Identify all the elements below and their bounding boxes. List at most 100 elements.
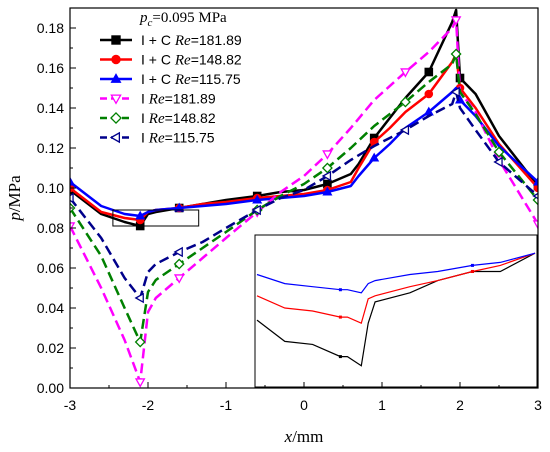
legend-item-4: I Re=148.82	[100, 110, 216, 127]
axis-layer: -3 -2 -1 0 1 2 3 0.00 0.02 0.04 0.06 0.08 0.10 0.12 0.…	[5, 7, 542, 446]
legend-label-name-5: I	[141, 130, 149, 146]
x-tick-label-6: 3	[534, 397, 542, 413]
x-axis-title-unit: /mm	[292, 427, 323, 446]
series-2-point-15	[369, 152, 380, 162]
series-5-point-18	[450, 86, 460, 98]
series-3-point-0	[70, 222, 76, 232]
legend-label-value-2: =115.75	[191, 71, 241, 87]
series-layer	[70, 8, 538, 388]
series-4-point-6	[173, 258, 185, 270]
legend-label-1: I + C Re=148.82	[141, 52, 242, 69]
legend-title-value: =0.095 MPa	[152, 10, 227, 26]
zoom-region-box	[112, 209, 200, 227]
series-3-point-15	[400, 68, 411, 78]
inset-frame	[254, 234, 538, 388]
y-axis-title-var: p	[5, 212, 24, 222]
series-5-point-0	[70, 192, 74, 204]
legend-title: pc=0.095 MPa	[139, 10, 227, 29]
inset-layer	[254, 234, 538, 388]
y-tick-label-0: 0.00	[37, 380, 64, 396]
series-4-point-15	[399, 96, 411, 108]
x-tick-label-2: -1	[220, 397, 233, 413]
legend-swatch-marker-1	[111, 54, 121, 65]
legend-label-value-1: =148.82	[191, 52, 242, 68]
series-5-point-3	[134, 292, 144, 304]
series-3-point-6	[173, 274, 185, 284]
y-tick-label-3: 0.06	[37, 260, 64, 276]
series-3-point-12	[322, 150, 333, 160]
series-5-point-22	[532, 192, 538, 200]
legend-label-0: I + C Re=181.89	[141, 32, 242, 49]
series-0-point-18	[424, 67, 434, 77]
legend-swatch-marker-0	[111, 35, 121, 45]
x-axis-title-var: x	[284, 427, 293, 446]
legend-item-3: I Re=181.89	[100, 91, 216, 108]
series-1-point-24	[533, 183, 538, 193]
y-tick-label-9: 0.18	[37, 20, 64, 36]
series-5-point-6	[173, 246, 183, 258]
series-2	[70, 86, 538, 220]
series-4-point-3	[134, 336, 146, 348]
x-tick-label-4: 1	[378, 397, 386, 413]
inset-series-1	[256, 252, 536, 325]
series-5-point-15	[399, 124, 410, 136]
legend-label-name-3: I	[141, 91, 149, 107]
legend-label-value-4: =148.82	[165, 110, 216, 126]
series-2-point-0	[70, 176, 76, 186]
y-tick-label-7: 0.14	[37, 100, 64, 116]
legend-label-value-0: =181.89	[191, 32, 242, 48]
inset-series-2	[256, 252, 536, 294]
legend-item-0: I + C Re=181.89	[100, 32, 242, 49]
legend-swatch-marker-2	[110, 73, 122, 83]
y-tick-label-6: 0.12	[37, 140, 64, 156]
y-tick-label-2: 0.04	[37, 300, 64, 316]
legend-label-name-4: I	[141, 110, 149, 126]
series-3-point-22	[532, 220, 538, 230]
x-tick-label-5: 2	[456, 397, 464, 413]
series-4-point-18	[450, 48, 462, 60]
legend-swatch-marker-5	[109, 131, 121, 144]
series-2-point-12	[322, 186, 333, 196]
legend-label-re-3: Re	[148, 92, 165, 108]
x-axis-title: x/mm	[284, 427, 324, 446]
series-2-point-24	[532, 176, 538, 186]
legend-label-name-0: I + C	[141, 32, 175, 48]
legend-label-name-2: I + C	[141, 71, 175, 87]
series-2-point-6	[174, 202, 185, 212]
series-4-point-12	[321, 162, 333, 174]
inset-point-2-10	[470, 263, 474, 267]
legend-label-3: I Re=181.89	[141, 91, 216, 108]
legend-title-var: p	[139, 10, 148, 26]
series-3-point-18	[450, 16, 462, 26]
legend-title-sub: c	[148, 17, 153, 29]
legend-label-4: I Re=148.82	[141, 110, 216, 127]
y-tick-label-8: 0.16	[37, 60, 64, 76]
inset-point-0-3	[338, 355, 342, 359]
series-5-point-12	[321, 170, 332, 182]
inset-point-1-3	[338, 315, 342, 319]
series-3-point-3	[134, 378, 146, 388]
series-5-point-9	[251, 204, 261, 216]
legend-item-5: I Re=115.75	[100, 130, 215, 147]
legend-item-1: I + C Re=148.82	[100, 52, 242, 69]
series-line-3	[70, 18, 538, 384]
legend-label-re-1: Re	[174, 53, 191, 69]
legend-label-re-5: Re	[148, 131, 165, 147]
x-tick-label-0: -3	[64, 397, 77, 413]
x-tick-label-3: 0	[300, 397, 308, 413]
legend-swatch-marker-4	[110, 112, 122, 124]
y-axis-title-unit: /MPa	[5, 175, 24, 212]
series-5-point-21	[493, 156, 503, 168]
legend-label-re-0: Re	[174, 33, 191, 49]
legend-label-re-4: Re	[148, 111, 165, 127]
series-1-point-18	[424, 89, 434, 99]
legend-label-2: I + C Re=115.75	[141, 71, 241, 88]
legend-label-re-2: Re	[174, 72, 191, 88]
legend-swatch-marker-3	[110, 94, 122, 105]
y-tick-label-1: 0.02	[37, 340, 64, 356]
y-tick-label-5: 0.10	[37, 180, 64, 196]
legend-label-name-1: I + C	[141, 52, 175, 68]
y-tick-label-4: 0.08	[37, 220, 64, 236]
